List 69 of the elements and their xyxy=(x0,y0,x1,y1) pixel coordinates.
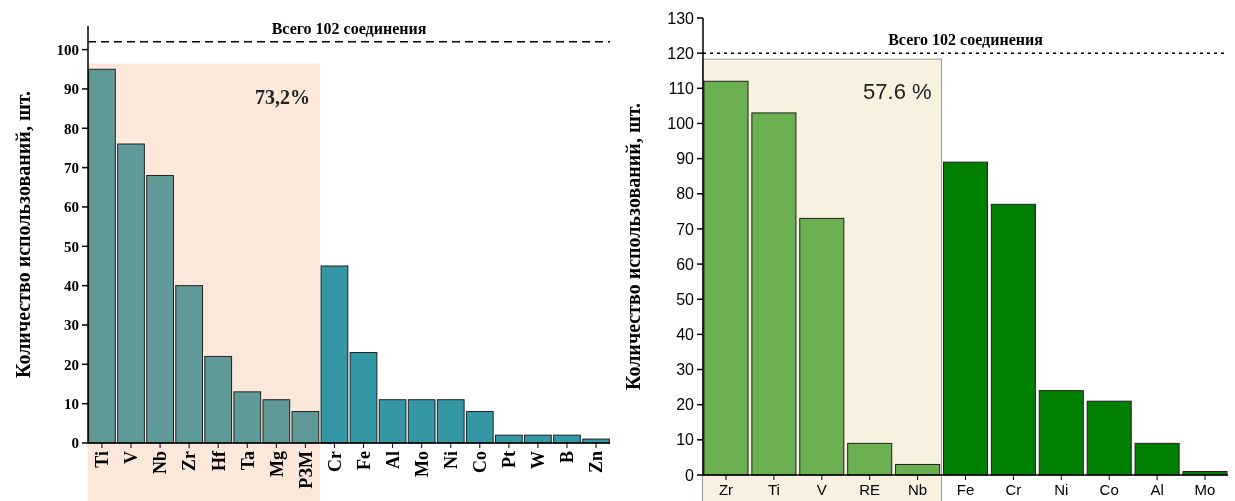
y-tick-label: 80 xyxy=(64,120,79,137)
x-tick-label: Fe xyxy=(956,481,975,498)
x-tick-label: Ta xyxy=(237,451,258,471)
ref-line-label: Всего 102 соединения xyxy=(271,19,427,37)
y-tick-label: 30 xyxy=(676,361,695,379)
x-tick-label: Zr xyxy=(179,450,200,471)
y-tick-label: 100 xyxy=(667,115,695,133)
band-label: 73,2% xyxy=(254,85,310,108)
y-tick-label: 30 xyxy=(64,317,79,334)
y-tick-label: 60 xyxy=(64,199,79,216)
x-tick-label: Mo xyxy=(1194,481,1216,498)
y-tick-label: 110 xyxy=(668,79,695,97)
y-tick-label: 70 xyxy=(64,159,79,176)
x-tick-label: Mg xyxy=(266,451,287,477)
y-tick-label: 50 xyxy=(64,238,79,255)
x-tick-label: RE xyxy=(859,481,881,498)
band-label: 57.6 % xyxy=(863,79,932,105)
x-tick-label: Al xyxy=(382,451,403,469)
bar xyxy=(847,442,893,476)
x-tick-label: Co xyxy=(470,451,491,473)
x-tick-label: Pt xyxy=(499,451,520,468)
y-tick-label: 40 xyxy=(676,325,695,343)
x-tick-label: Nb xyxy=(150,451,171,475)
x-tick-label: Cr xyxy=(1005,481,1022,498)
y-tick-label: 120 xyxy=(667,44,695,62)
x-tick-label: Zn xyxy=(586,451,607,474)
y-tick-label: 10 xyxy=(676,431,695,449)
y-tick-label: 0 xyxy=(71,435,79,452)
y-tick-label: 20 xyxy=(64,356,79,373)
bar xyxy=(990,203,1036,476)
x-tick-label: Zr xyxy=(718,481,734,498)
x-tick-label: РЗМ xyxy=(295,451,316,489)
y-tick-label: 100 xyxy=(56,41,79,58)
x-tick-label: V xyxy=(121,451,142,464)
bar xyxy=(1134,442,1180,476)
y-axis-title: Количество использований, шт. xyxy=(12,90,34,379)
bar xyxy=(799,217,845,476)
x-tick-label: Ti xyxy=(767,481,780,498)
y-tick-label: 60 xyxy=(676,255,695,273)
y-tick-label: 70 xyxy=(676,220,695,238)
x-tick-label: V xyxy=(816,481,827,498)
bar xyxy=(942,161,989,476)
x-tick-label: W xyxy=(528,451,549,469)
y-tick-label: 10 xyxy=(64,395,79,412)
y-tick-label: 40 xyxy=(64,277,79,294)
y-tick-label: 20 xyxy=(676,396,695,414)
x-tick-label: Nb xyxy=(908,481,928,498)
x-tick-label: Ti xyxy=(92,451,113,468)
x-tick-label: Co xyxy=(1099,481,1119,498)
y-tick-label: 0 xyxy=(685,466,695,484)
x-tick-label: Cr xyxy=(324,451,345,472)
x-tick-label: Ni xyxy=(1054,481,1069,498)
x-tick-label: Al xyxy=(1150,481,1164,498)
y-tick-label: 50 xyxy=(676,290,695,308)
x-tick-label: Fe xyxy=(353,450,374,470)
x-tick-label: Hf xyxy=(208,450,229,471)
bar xyxy=(1086,400,1132,476)
y-tick-label: 80 xyxy=(676,185,695,203)
y-axis-title: Количество использований, шт. xyxy=(622,102,644,391)
y-tick-label: 90 xyxy=(64,81,79,98)
y-tick-label: 90 xyxy=(676,150,695,168)
ref-line-label: Всего 102 соединения xyxy=(888,31,1044,49)
x-tick-label: Ni xyxy=(441,451,462,469)
x-tick-label: Mo xyxy=(411,451,432,477)
bar xyxy=(703,80,749,476)
bar xyxy=(1038,390,1084,476)
x-tick-label: B xyxy=(557,451,578,464)
bar xyxy=(751,112,797,476)
y-tick-label: 130 xyxy=(667,9,695,27)
